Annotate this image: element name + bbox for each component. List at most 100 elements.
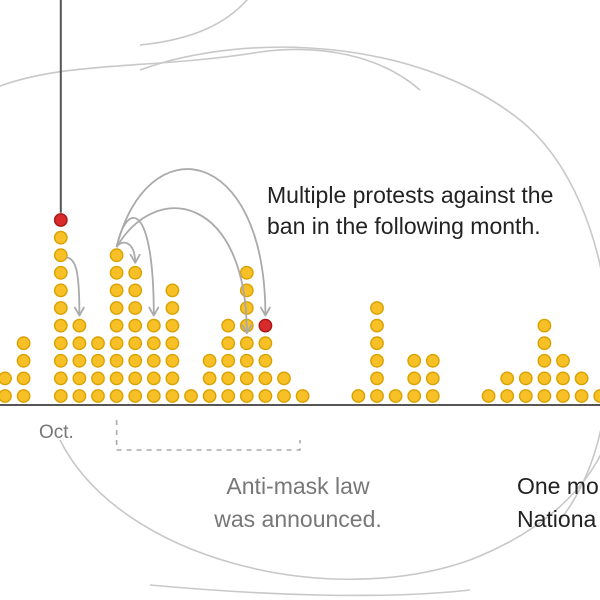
protest-dot [165,371,180,386]
protest-dot [258,389,273,403]
arrow-to-col-4-head [74,306,85,317]
protest-dot [221,353,236,368]
background-curve-1 [0,48,421,91]
protest-dot [53,230,68,245]
protest-dot [556,371,570,386]
protest-dot [221,318,236,333]
protest-dot [72,389,87,403]
protest-dot [53,301,68,315]
protest-dot [351,389,366,403]
protest-dot [72,353,87,368]
background-curve-2 [139,46,600,521]
arrow-to-col-14 [115,168,267,316]
protest-dot [53,248,68,263]
protest-dot [239,371,254,386]
background-curve-3 [59,439,600,581]
protest-dot [258,336,273,351]
highlighted-dot [258,318,273,333]
protest-dot [128,283,143,298]
protest-dot [221,371,236,386]
protest-dot [128,353,143,368]
protest-dot [16,353,31,368]
protest-dot [91,336,105,351]
protest-dot [165,318,180,333]
dot-columns [0,213,600,403]
protest-dot [146,389,161,403]
right-annotation-line-1: One mo [517,473,599,499]
background-curve-5 [149,584,471,597]
protest-dot [537,318,552,333]
protest-dot [109,318,124,333]
protest-dot [481,389,496,403]
law-bracket-dashed [115,420,301,451]
protest-dot [221,389,236,403]
protest-dot [518,371,533,386]
protest-dot [109,353,124,368]
protest-dot [146,353,161,368]
protest-dot [146,336,161,351]
protest-dot [53,336,68,351]
protest-dot [239,265,254,280]
protest-dot [370,371,384,386]
right-annotation-line-2: Nationa [517,506,596,532]
protest-dot [574,371,589,386]
protest-dot [370,301,384,315]
protest-dot [425,389,440,403]
protest-dot [146,318,161,333]
protest-dot [221,336,236,351]
protest-dot [109,371,124,386]
protest-dot [109,283,124,298]
protest-dot [593,389,600,403]
protest-dot [165,283,180,298]
protest-dot [16,389,31,403]
protest-dot [184,389,198,403]
protest-dot [295,389,310,403]
arrow-to-col-13 [115,207,248,334]
protest-dot [165,336,180,351]
law-annotation-line-1: Anti-mask law [226,473,370,499]
protests-annotation-line-1: Multiple protests against the [267,182,553,208]
protest-dot [202,353,217,368]
protest-dot [91,389,105,403]
protest-dot [370,336,384,351]
protest-dot [128,301,143,315]
protest-dot [407,353,422,368]
protest-dot [0,371,12,386]
protest-dot [556,353,570,368]
protest-dot [109,301,124,315]
arrow-to-col-8-head [148,306,160,317]
arrow-to-col-13-head [241,324,253,335]
protest-dot [72,371,87,386]
law-annotation-line-2: was announced. [213,506,382,532]
arrow-to-col-7-head [129,253,141,264]
protest-dot [165,301,180,315]
protest-dot [128,265,143,280]
protest-dot [128,318,143,333]
protest-dot [128,336,143,351]
protest-dot [277,389,291,403]
protests-annotation-line-2: ban in the following month. [267,213,541,239]
protest-dot [109,248,124,263]
protest-dot [53,389,68,403]
protest-dot [407,389,422,403]
protest-dot [16,371,31,386]
protest-dot [239,389,254,403]
protest-dot [165,353,180,368]
protest-dot [16,336,31,351]
protest-dot [72,318,87,333]
protest-dot [574,389,589,403]
protest-dot [239,336,254,351]
protest-dot [388,389,403,403]
protest-dot [146,371,161,386]
protest-dot [202,389,217,403]
arrow-to-col-14-head [260,306,271,317]
protest-dot [53,318,68,333]
protest-dot [53,371,68,386]
protest-dot [53,265,68,280]
protest-dot [258,353,273,368]
protest-dot [407,371,422,386]
protest-dot [370,353,384,368]
highlighted-dot [53,213,68,227]
protest-dot [537,371,552,386]
